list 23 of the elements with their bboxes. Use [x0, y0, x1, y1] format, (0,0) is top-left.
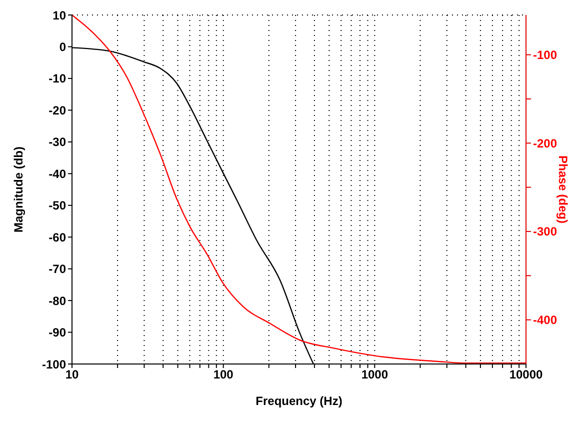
- y-tick-label: -50: [48, 198, 66, 213]
- y-tick-label: -90: [48, 326, 66, 340]
- y-tick-label: -10: [48, 72, 66, 86]
- y-tick-label: -20: [48, 103, 66, 118]
- y-tick-label: -80: [48, 294, 66, 308]
- y-tick-label: -100: [42, 357, 66, 372]
- x-tick-label: 1000: [361, 368, 388, 382]
- y-tick-label: 0: [59, 40, 66, 54]
- y-tick-label: -70: [48, 262, 66, 276]
- y-tick-label: -60: [48, 230, 66, 244]
- y2-tick-label: -200: [533, 136, 558, 150]
- y2-tick-label: -400: [533, 313, 558, 328]
- y2-tick-label: -300: [533, 224, 558, 239]
- x-axis-title: Frequency (Hz): [256, 394, 342, 408]
- y-tick-label: 10: [52, 8, 66, 22]
- y-tick-label: -30: [48, 135, 66, 150]
- x-tick-label: 100: [213, 368, 234, 382]
- x-tick-label: 10: [65, 368, 79, 382]
- y-axis-title: Magnitude (db): [11, 146, 26, 232]
- y2-axis-title: Phase (deg): [556, 155, 570, 224]
- y2-tick-label: -100: [533, 48, 558, 62]
- y-tick-label: -40: [48, 166, 66, 181]
- x-tick-label: 10000: [509, 368, 544, 382]
